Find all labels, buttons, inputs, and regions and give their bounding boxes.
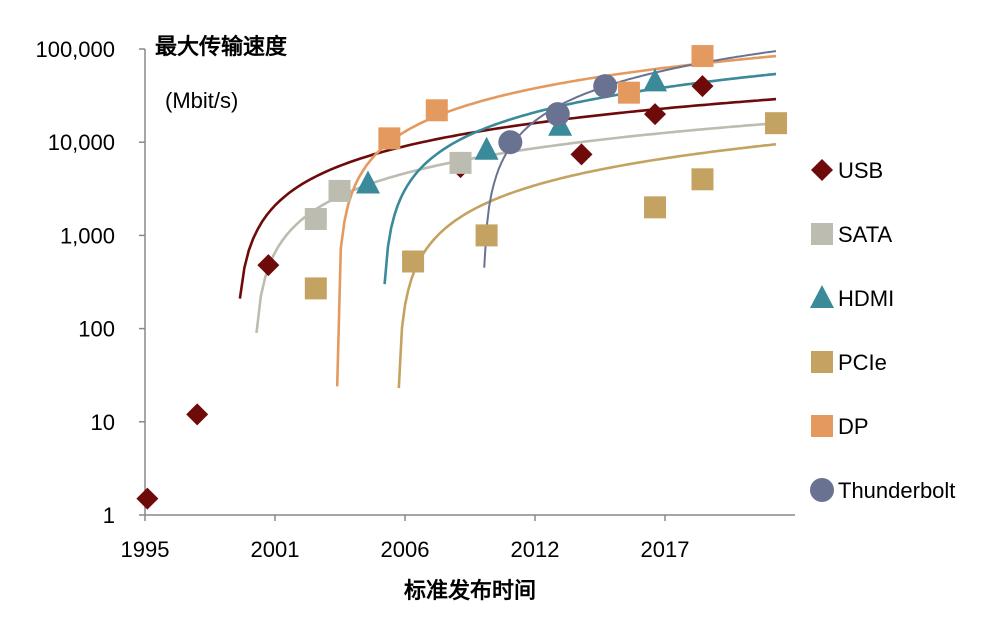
x-tick-label: 2012 [511,537,560,562]
legend-label-hdmi: HDMI [838,286,894,311]
legend-label-pcie: PCIe [838,350,887,375]
point-pcie [304,277,327,300]
legend-marker-thunderbolt [810,478,834,502]
point-thunderbolt [545,102,570,127]
x-tick-label: 1995 [121,537,170,562]
point-pcie [475,224,498,247]
point-sata [304,207,327,230]
point-hdmi [474,136,499,160]
trendline-pcie [397,143,777,389]
point-hdmi [355,170,380,194]
x-axis-title: 标准发布时间 [404,578,536,603]
y-axis-title: 最大传输速度 [155,34,288,59]
legend-label-sata: SATA [838,222,893,247]
point-hdmi [643,68,668,92]
legend-marker-hdmi [810,285,834,308]
y-tick-label: 10 [91,410,115,435]
y-tick-label: 1 [103,503,115,528]
y-tick-label: 10,000 [48,130,115,155]
point-dp [617,81,640,104]
x-tick-label: 2017 [641,537,690,562]
x-tick-label: 2001 [251,537,300,562]
point-thunderbolt [593,74,618,99]
legend-marker-dp [811,415,833,437]
y-axis-unit: (Mbit/s) [165,88,238,113]
trendlines [238,50,777,389]
data-points [136,45,788,510]
axes: 1 10 100 1,000 10,000 100,000 1995 2001 2006 2012… [35,37,795,562]
y-tick-label: 100 [78,317,115,342]
legend-marker-sata [811,223,833,245]
point-usb [136,487,159,510]
point-sata [328,179,351,202]
legend: USB SATA HDMI PCIe DP Thunderbolt [810,158,955,503]
trendline-thunderbolt [483,50,777,268]
point-dp [691,45,714,68]
trendline-usb [238,97,777,299]
point-dp [425,99,448,122]
trendline-hdmi [383,72,777,285]
point-pcie [644,196,667,219]
legend-marker-pcie [811,351,833,373]
point-usb [644,103,667,126]
x-tick-label: 2006 [381,537,430,562]
point-usb [257,254,280,277]
legend-label-usb: USB [838,158,883,183]
point-sata [449,151,472,174]
legend-label-thunderbolt: Thunderbolt [838,478,955,503]
point-dp [378,127,401,150]
y-tick-label: 1,000 [60,223,115,248]
y-tick-label: 100,000 [35,37,115,62]
point-pcie [765,112,788,135]
point-usb [186,403,209,426]
point-thunderbolt [498,130,523,155]
point-usb [691,75,714,98]
point-pcie [402,250,425,273]
point-pcie [691,168,714,191]
point-usb [570,143,593,166]
legend-marker-usb [811,159,833,181]
legend-label-dp: DP [838,414,869,439]
